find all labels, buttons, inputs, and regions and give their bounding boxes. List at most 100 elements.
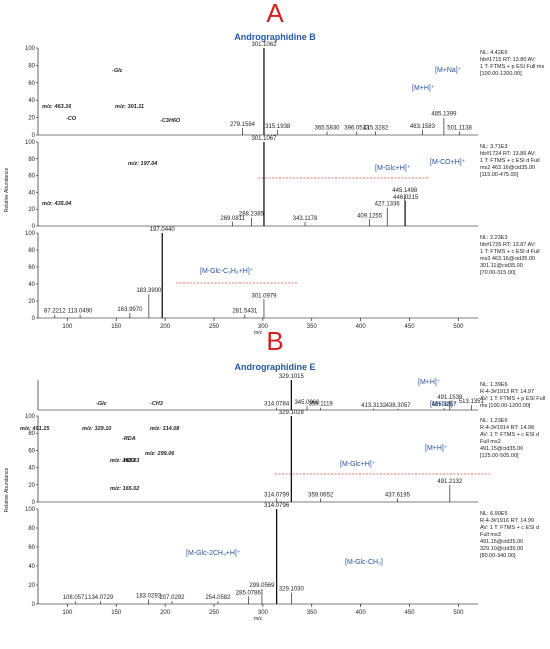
y-tick-label: 40 (28, 98, 35, 104)
y-tick-label: 40 (28, 466, 35, 472)
scan-info-line: NL: 3.71E3 (480, 144, 508, 150)
fragment-annotation: [M+H]⁺ (412, 85, 435, 92)
scan-info-line: NL: 1.39E6 (480, 382, 508, 388)
x-tick-label: 500 (453, 610, 464, 616)
spectrum-3: 0 20 40 60 80 100 108.0571 134.0729 183.0293207.… (25, 503, 539, 608)
scheme-label: m/z: 463.16 (42, 104, 72, 110)
scheme-label: m/z: 197.04 (128, 161, 157, 167)
peak-label: 254.0582 (205, 595, 231, 601)
scan-info-line: [80.00-340.00] (480, 553, 516, 559)
scan-info-line: 1 T: FTMS + c ESI d Full (480, 249, 540, 255)
scheme-label: -C3H6O (160, 118, 181, 124)
peak-label: 437.6195 (385, 493, 411, 499)
x-tick-label: 300 (258, 610, 269, 616)
x-tick-label: 250 (209, 324, 220, 330)
peak-label: 301.1062 (251, 42, 277, 48)
peak-label: 485.1399 (431, 112, 457, 118)
y-tick-label: 60 (28, 265, 35, 271)
scheme-label: -CH3 (150, 401, 163, 407)
scheme-label: -Glc (112, 68, 123, 74)
spectrum-1: 0 20 40 60 80 100 279.1584 301.1062 315.1938 365.… (25, 42, 544, 139)
x-tick-label: 200 (160, 610, 171, 616)
y-tick-label: 20 (28, 483, 35, 489)
scan-info-line: Full ms2 (480, 439, 501, 445)
scan-info-line: 329.10@cid35.00 (480, 546, 523, 552)
peak-label: 396.0513 (344, 126, 370, 132)
scan-info-line: [70.00-315.00] (480, 270, 516, 276)
fragment-annotation: [M+H]⁺ (418, 379, 441, 386)
y-tick-label: 60 (28, 174, 35, 180)
scan-info-line: [115.00-475.00] (480, 172, 519, 178)
scan-info-line: NL: 4.42E6 (480, 50, 508, 56)
peak-label: 108.0571 (63, 595, 89, 601)
x-tick-label: 350 (307, 610, 318, 616)
peak-label: 501.1138 (447, 126, 472, 132)
scheme-label: m/z: 183.03 (110, 458, 139, 464)
peak-label: 445.1498 (392, 188, 418, 194)
scheme-label: m/z: 301.11 (115, 104, 144, 110)
x-tick-label: 450 (405, 610, 416, 616)
fragment-annotation: [M-Glc-CH₃] (345, 559, 383, 566)
peak-label: 446.0215 (393, 195, 419, 201)
peak-label: 285.0786 (236, 590, 262, 596)
scan-info-line: R-4-3#1914 RT: 14.98 (480, 425, 534, 431)
fragment-annotation: [M-Glc-2CH₃+H]⁺ (186, 550, 241, 557)
panel-a: A Andrographidine B Relative Abundance 0 20 4… (4, 0, 544, 336)
y-tick-label: 20 (28, 207, 35, 213)
scheme-label: m/z: 165.02 (110, 486, 139, 492)
x-tick-label: 400 (356, 610, 367, 616)
peak-label: 315.1938 (265, 124, 291, 130)
scan-info-line: NL: 2.23E3 (480, 235, 508, 241)
x-tick-label: 100 (62, 324, 73, 330)
scheme-label: m/z: 491.15 (20, 426, 50, 432)
x-tick-label: 150 (111, 610, 122, 616)
y-tick-label: 60 (28, 545, 35, 551)
peak-label: 314.0796 (264, 503, 290, 509)
y-tick-label: 0 (32, 316, 36, 322)
peak-label: 359.0652 (308, 493, 334, 499)
peak-label: 485.3257 (432, 402, 458, 408)
peak-label: 314.0799 (264, 493, 290, 499)
scan-info-line: hb#1726 RT: 13.87 AV: (480, 242, 536, 248)
scan-info-line: R-4-3#1913 RT: 14.97 (480, 389, 534, 395)
scan-info-line: ms [100.00-1200.00] (480, 403, 531, 409)
y-tick-label: 100 (25, 414, 36, 420)
spectrum-3: 0 20 40 60 80 100 87.2212 113.0490 163.9970 183.3… (25, 227, 540, 322)
scheme-label: m/z: 299.06 (145, 451, 175, 457)
peak-label: 345.0960 (294, 400, 320, 406)
scan-info-line: Full ms3 (480, 532, 501, 538)
scan-info-line: [100.00-1200.00] (480, 71, 522, 77)
x-tick-label: 500 (453, 324, 464, 330)
peak-label: 329.1015 (279, 374, 305, 380)
peak-label: 197.0440 (150, 227, 176, 233)
peak-label: 113.0490 (68, 309, 93, 315)
y-tick-label: 0 (32, 602, 36, 608)
scheme-label: -RDA (122, 436, 136, 442)
scan-info-line: NL: 6.90E5 (480, 511, 508, 517)
x-tick-label: 200 (160, 324, 171, 330)
fragment-annotation: [M-Glc+H]⁺ (340, 461, 376, 468)
y-axis-label: Relative Abundance (4, 468, 10, 513)
y-tick-label: 80 (28, 431, 35, 437)
peak-label: 513.1351 (459, 399, 485, 405)
y-tick-label: 20 (28, 583, 35, 589)
peak-label: 413.3132 (361, 403, 387, 409)
scheme-label: -Glc (96, 401, 107, 407)
peak-label: 87.2212 (44, 309, 66, 315)
scheme-label: -CO (66, 116, 77, 122)
peak-label: 491.1539 (437, 395, 463, 401)
x-tick-label: 250 (209, 610, 220, 616)
peak-label: 359.1119 (309, 402, 334, 408)
fragment-annotation: [M-Glc-C₃H₆+H]⁺ (200, 268, 254, 275)
fragment-annotation: [M-CO+H]⁺ (430, 159, 466, 166)
peak-label: 343.1178 (293, 216, 318, 222)
panel-b: B Andrographidine E Relative Abundance 314.… (4, 326, 545, 622)
peak-label: 288.2385 (239, 212, 265, 218)
scan-info-line: AV: 1 T: FTMS + c ESI d (480, 525, 539, 531)
x-tick-label: 300 (258, 324, 269, 330)
y-tick-label: 0 (32, 224, 36, 230)
y-tick-label: 80 (28, 526, 35, 532)
